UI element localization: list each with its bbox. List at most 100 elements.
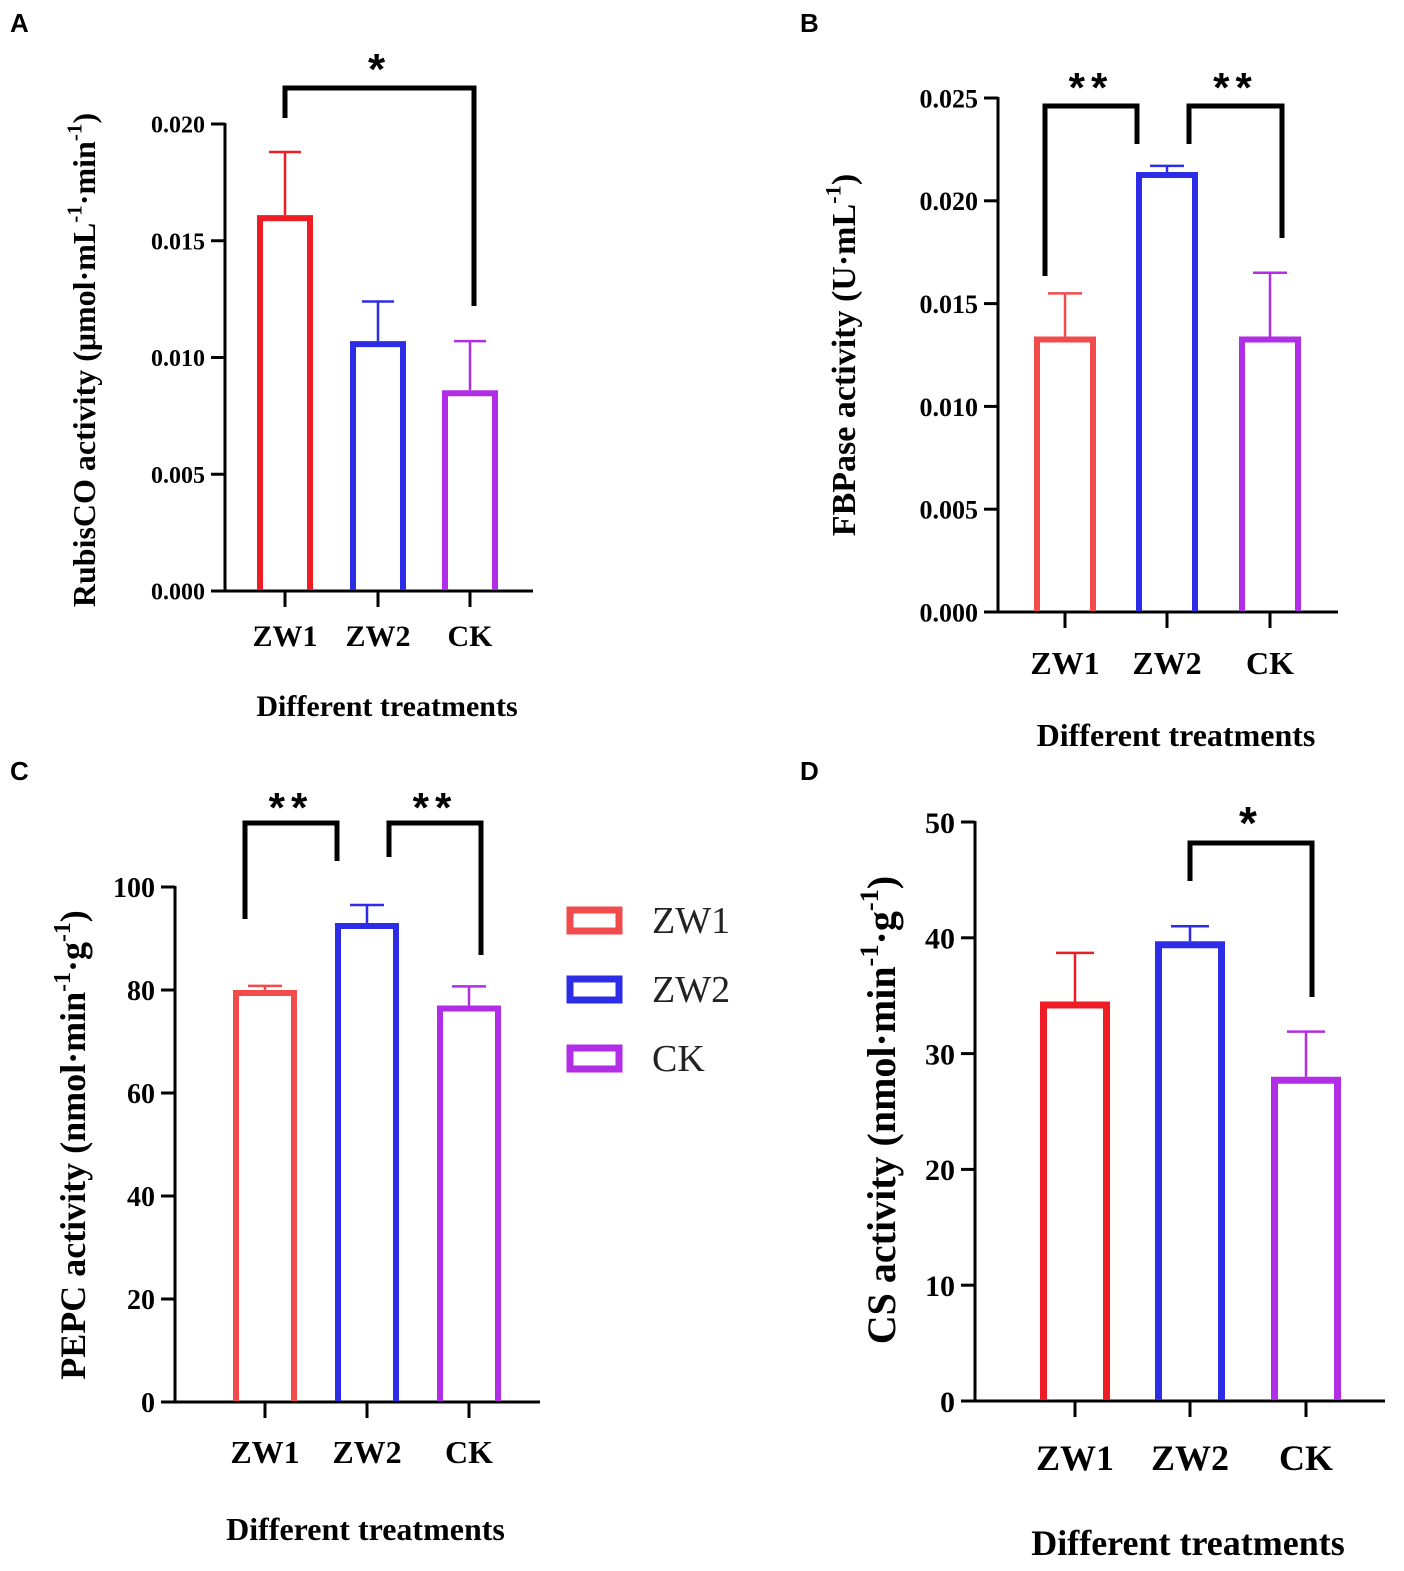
- y-axis-title-part: ): [53, 910, 93, 922]
- y-axis-title-part: ·min: [66, 141, 102, 205]
- significance-label: **: [413, 784, 458, 831]
- legend-swatch-ck: [566, 1044, 623, 1073]
- y-axis-title-part: ·g: [859, 911, 904, 944]
- y-axis-title-superscript: -1: [63, 124, 87, 142]
- bar-zw2: [1155, 941, 1225, 1400]
- bar-zw2: [1136, 172, 1198, 611]
- y-axis-title: CS activity (nmol·min-1·g-1): [854, 876, 904, 1344]
- y-axis-title-superscript: -1: [821, 185, 846, 204]
- panel-a: A 0.000 0.005 0.010 0.015 0.020 ZW1 ZW2 CK Differ…: [10, 8, 533, 723]
- y-tick-label: 20: [127, 1285, 155, 1316]
- legend-label: ZW2: [652, 969, 730, 1011]
- y-tick-label: 0.020: [920, 187, 979, 216]
- panel-letter: C: [10, 756, 29, 786]
- y-axis-title-part: PEPC activity (nmol·min: [53, 992, 93, 1380]
- y-tick-label: 0.010: [151, 346, 205, 372]
- y-tick-label: 100: [113, 873, 155, 904]
- legend: ZW1 ZW2 CK: [566, 900, 730, 1080]
- legend-swatch-zw2: [566, 975, 623, 1004]
- significance-bracket: [386, 820, 484, 955]
- y-tick-label: 0.010: [920, 393, 979, 422]
- y-tick-label: 0.005: [920, 496, 979, 525]
- y-tick-label: 0: [141, 1388, 155, 1419]
- x-tick-label: ZW2: [1151, 1438, 1229, 1478]
- x-axis-title: Different treatments: [226, 1511, 505, 1547]
- bar-zw1: [233, 990, 297, 1401]
- significance-label: **: [1213, 64, 1258, 111]
- bar-ck: [1239, 336, 1301, 611]
- significance-label: *: [368, 45, 391, 94]
- y-tick-label: 80: [127, 976, 155, 1007]
- panel-letter: D: [800, 756, 819, 786]
- panel-letter: A: [10, 8, 29, 38]
- legend-label: CK: [652, 1038, 705, 1080]
- x-tick-label: CK: [445, 1434, 493, 1470]
- x-tick-label: ZW1: [1030, 645, 1099, 681]
- y-axis-title-part: ): [826, 174, 863, 185]
- y-tick-label: 40: [127, 1182, 155, 1213]
- y-tick-label: 0.000: [920, 598, 979, 627]
- y-tick-label: 0.025: [920, 84, 979, 113]
- x-tick-label: ZW1: [1036, 1438, 1114, 1478]
- x-tick-label: ZW1: [252, 620, 317, 653]
- bar-zw1: [1040, 1001, 1110, 1400]
- bar-zw2: [350, 341, 406, 590]
- significance-bracket: [1187, 840, 1315, 997]
- y-axis-title-part: ·g: [53, 942, 93, 972]
- panel-b: B 0.000 0.005 0.010 0.015 0.020 0.025 ZW1 ZW2 CK D…: [800, 8, 1338, 753]
- y-tick-label: 30: [925, 1038, 955, 1071]
- y-axis-title: FBPase activity (U·mL-1): [821, 174, 863, 536]
- x-axis-title: Different treatments: [1037, 717, 1316, 753]
- y-tick-label: 60: [127, 1079, 155, 1110]
- legend-label: ZW1: [652, 900, 730, 942]
- y-tick-label: 0.015: [151, 229, 205, 255]
- bar-ck: [1271, 1076, 1341, 1400]
- significance-bracket: [282, 85, 477, 306]
- y-tick-label: 40: [925, 923, 955, 956]
- y-axis-title-superscript: -1: [854, 889, 884, 911]
- significance-label: **: [269, 784, 314, 831]
- y-tick-label: 20: [925, 1154, 955, 1187]
- x-tick-label: ZW2: [332, 1434, 401, 1470]
- panel-c: C 0 20 40 60 80 100 ZW1 ZW2 CK Different treatment…: [10, 756, 730, 1547]
- x-axis-title: Different treatments: [256, 690, 517, 723]
- bar-ck: [437, 1005, 501, 1401]
- x-tick-label: ZW2: [345, 620, 410, 653]
- y-axis-title: PEPC activity (nmol·min-1·g-1): [50, 910, 93, 1380]
- x-tick-label: ZW2: [1132, 645, 1201, 681]
- y-axis-title-part: RubisCO activity (μmol·mL: [66, 223, 102, 607]
- bar-zw2: [335, 923, 399, 1401]
- y-tick-label: 0: [940, 1386, 955, 1419]
- x-axis-title: Different treatments: [1031, 1523, 1345, 1563]
- bar-zw1: [1034, 336, 1096, 611]
- significance-label: *: [1239, 797, 1263, 849]
- panel-d: D 0 10 20 30 40 50 ZW1 ZW2 CK Different treatments…: [800, 756, 1385, 1563]
- bar-zw1: [257, 215, 313, 590]
- x-tick-label: CK: [1279, 1438, 1333, 1478]
- y-tick-label: 0.015: [920, 290, 979, 319]
- y-axis-title-superscript: -1: [63, 205, 87, 223]
- bar-ck: [442, 390, 498, 590]
- legend-swatch-zw1: [566, 906, 623, 935]
- x-tick-label: CK: [448, 620, 494, 653]
- significance-bracket: [1042, 103, 1140, 276]
- y-axis-title-part: ): [66, 113, 102, 124]
- x-tick-label: ZW1: [230, 1434, 299, 1470]
- x-tick-label: CK: [1246, 645, 1294, 681]
- y-axis-title-part: FBPase activity (U·mL: [826, 204, 863, 536]
- significance-bracket: [1186, 103, 1285, 238]
- y-tick-label: 0.020: [151, 113, 205, 139]
- panel-letter: B: [800, 8, 819, 38]
- y-tick-label: 50: [925, 807, 955, 840]
- y-tick-label: 0.000: [151, 580, 205, 606]
- y-axis-title-superscript: -1: [50, 922, 76, 942]
- y-axis-title-superscript: -1: [50, 972, 76, 992]
- y-axis-title: RubisCO activity (μmol·mL-1·min-1): [63, 113, 102, 607]
- y-axis-title-superscript: -1: [854, 944, 884, 966]
- y-axis-title-part: CS activity (nmol·min: [859, 966, 904, 1344]
- y-tick-label: 0.005: [151, 463, 205, 489]
- y-axis-title-part: ): [859, 876, 904, 889]
- significance-bracket: [242, 820, 340, 919]
- y-tick-label: 10: [925, 1270, 955, 1303]
